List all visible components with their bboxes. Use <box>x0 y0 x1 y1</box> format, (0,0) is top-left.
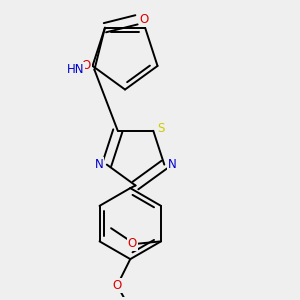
Text: O: O <box>112 279 122 292</box>
Text: N: N <box>168 158 177 171</box>
Text: HN: HN <box>66 63 84 76</box>
Text: O: O <box>81 59 91 72</box>
Text: O: O <box>128 238 137 250</box>
Text: N: N <box>94 158 103 171</box>
Text: S: S <box>158 122 165 135</box>
Text: O: O <box>140 13 149 26</box>
